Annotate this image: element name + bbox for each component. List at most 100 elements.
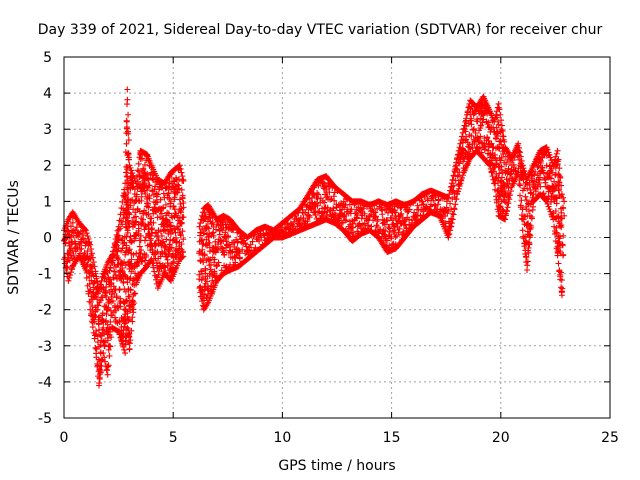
data-point [519, 227, 526, 234]
data-point [114, 239, 121, 246]
data-point [127, 261, 134, 268]
data-point [197, 232, 204, 239]
data-point [154, 274, 161, 281]
data-point [125, 137, 132, 144]
data-point [125, 156, 132, 163]
data-point [125, 111, 132, 118]
data-point [452, 201, 459, 208]
x-tick-label: 5 [169, 430, 178, 446]
data-point [73, 224, 80, 231]
y-tick-label: 3 [43, 122, 52, 138]
data-point [160, 204, 167, 211]
data-point [123, 297, 130, 304]
y-tick-label: -4 [38, 375, 52, 391]
data-point [164, 218, 171, 225]
data-point [126, 333, 133, 340]
data-point [94, 296, 101, 303]
data-point [149, 230, 156, 237]
data-point [128, 256, 135, 263]
data-point [87, 255, 94, 262]
data-point [94, 306, 101, 313]
data-point [146, 182, 153, 189]
data-point [95, 302, 102, 309]
data-point [125, 317, 132, 324]
data-point [124, 229, 131, 236]
data-point [105, 346, 112, 353]
data-point [122, 169, 129, 176]
data-point [113, 252, 120, 259]
data-point [140, 216, 147, 223]
data-point [154, 191, 161, 198]
data-point [114, 248, 121, 255]
data-point [152, 208, 159, 215]
data-point [517, 192, 524, 199]
data-point [64, 250, 71, 257]
data-point [110, 283, 117, 290]
data-point [121, 346, 128, 353]
data-point [136, 243, 143, 250]
data-point [117, 298, 124, 305]
data-point [132, 290, 139, 297]
data-point [92, 344, 99, 351]
data-point [554, 147, 561, 154]
data-point [500, 133, 507, 140]
data-point [98, 357, 105, 364]
data-point [174, 189, 181, 196]
data-point [126, 340, 133, 347]
data-point [170, 203, 177, 210]
data-point [168, 244, 175, 251]
data-point [166, 248, 173, 255]
data-point [145, 182, 152, 189]
data-point [67, 223, 74, 230]
data-point [177, 209, 184, 216]
data-point [120, 279, 127, 286]
data-point [121, 323, 128, 330]
data-points [60, 86, 568, 389]
data-point [65, 277, 72, 284]
data-point [177, 232, 184, 239]
data-point [109, 297, 116, 304]
data-point [70, 252, 77, 259]
data-point [128, 268, 135, 275]
data-point [170, 258, 177, 265]
data-point [108, 334, 115, 341]
data-point [129, 170, 136, 177]
data-point [113, 293, 120, 300]
data-point [518, 197, 525, 204]
data-point [124, 101, 131, 108]
data-point [103, 317, 110, 324]
data-point [141, 187, 148, 194]
data-point [107, 318, 114, 325]
data-point [91, 312, 98, 319]
data-point [169, 184, 176, 191]
data-point [152, 242, 159, 249]
data-point [124, 128, 131, 135]
data-point [157, 196, 164, 203]
data-point [558, 284, 565, 291]
y-tick-labels: -5 -4 -3 -2 -1 0 1 2 3 4 5 [38, 50, 52, 427]
data-point [92, 327, 99, 334]
data-point [91, 263, 98, 270]
y-tick-label: 2 [43, 158, 52, 174]
data-point [91, 335, 98, 342]
data-point [130, 172, 137, 179]
data-point [124, 298, 131, 305]
data-point [97, 281, 104, 288]
data-point [69, 228, 76, 235]
data-point [68, 266, 75, 273]
x-tick-label: 15 [383, 430, 401, 446]
data-point [101, 275, 108, 282]
data-point [97, 332, 104, 339]
data-point [179, 173, 186, 180]
data-point [196, 271, 203, 278]
data-point [119, 245, 126, 252]
data-point [87, 299, 94, 306]
data-point [112, 271, 119, 278]
data-point [136, 174, 143, 181]
data-point [126, 211, 133, 218]
data-point [115, 256, 122, 263]
data-point [104, 363, 111, 370]
data-point [165, 190, 172, 197]
data-point [124, 86, 131, 93]
data-point [137, 232, 144, 239]
